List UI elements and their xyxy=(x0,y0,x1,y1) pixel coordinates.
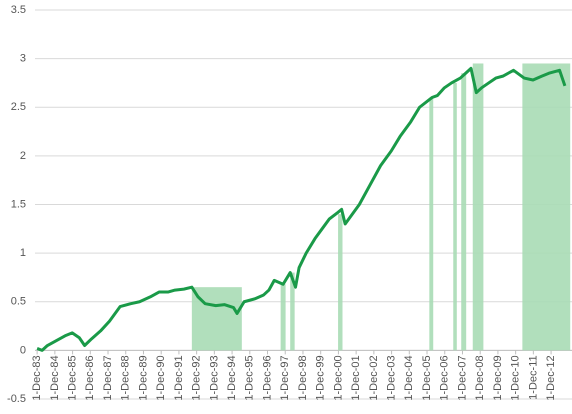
shaded-region xyxy=(472,63,484,351)
shaded-region xyxy=(522,63,571,351)
y-tick-label: -0.5 xyxy=(7,393,26,405)
shaded-region xyxy=(461,73,467,351)
line xyxy=(36,66,567,352)
x-tick-label: 1-Dec-03 xyxy=(385,355,397,400)
x-tick-label: 1-Dec-10 xyxy=(510,355,522,400)
x-tick-label: 1-Dec-89 xyxy=(137,355,149,400)
x-tick-label: 1-Dec-99 xyxy=(315,355,327,400)
x-tick-label: 1-Dec-83 xyxy=(31,355,43,400)
shaded-region xyxy=(338,214,343,351)
x-tick-label: 1-Dec-09 xyxy=(492,355,504,400)
x-tick-label: 1-Dec-93 xyxy=(208,355,220,400)
x-tick-label: 1-Dec-02 xyxy=(368,355,380,400)
x-tick-label: 1-Dec-01 xyxy=(350,355,362,400)
x-tick-label: 1-Dec-98 xyxy=(297,355,309,400)
shaded-region xyxy=(290,272,295,351)
x-tick-label: 1-Dec-90 xyxy=(155,355,167,400)
x-tick-label: 1-Dec-92 xyxy=(191,355,203,400)
x-tick-label: 1-Dec-07 xyxy=(456,355,468,400)
y-tick-label: 1.5 xyxy=(11,198,26,210)
x-tick-label: 1-Dec-94 xyxy=(226,355,238,400)
x-tick-label: 1-Dec-95 xyxy=(244,355,256,400)
x-tick-label: 1-Dec-84 xyxy=(49,355,61,400)
x-tick-label: 1-Dec-00 xyxy=(332,355,344,400)
y-tick-label: 2 xyxy=(20,150,26,162)
x-tick-label: 1-Dec-97 xyxy=(279,355,291,400)
x-tick-label: 1-Dec-04 xyxy=(403,355,415,400)
shaded-region xyxy=(429,97,434,351)
x-tick-label: 1-Dec-06 xyxy=(439,355,451,400)
x-tick-label: 1-Dec-91 xyxy=(173,355,185,400)
shaded-region xyxy=(280,284,286,351)
x-tick-label: 1-Dec-85 xyxy=(66,355,78,400)
y-tick-label: 2.5 xyxy=(11,101,26,113)
y-tick-label: 0 xyxy=(20,344,26,356)
x-tick-label: 1-Dec-05 xyxy=(421,355,433,400)
x-tick-label: 1-Dec-11 xyxy=(527,355,539,399)
x-tick-label: 1-Dec-08 xyxy=(474,355,486,400)
x-tick-label: 1-Dec-86 xyxy=(84,355,96,400)
y-tick-label: 3 xyxy=(20,53,26,65)
x-tick-label: 1-Dec-88 xyxy=(120,355,132,400)
y-tick-label: 0.5 xyxy=(11,296,26,308)
x-tick-label: 1-Dec-96 xyxy=(261,355,273,400)
y-tick-label: 3.5 xyxy=(11,4,26,16)
x-tick-label: 1-Dec-87 xyxy=(102,355,114,400)
x-tick-label: 1-Dec-12 xyxy=(545,355,557,400)
y-tick-label: 1 xyxy=(20,247,26,259)
shaded-region xyxy=(453,82,457,351)
